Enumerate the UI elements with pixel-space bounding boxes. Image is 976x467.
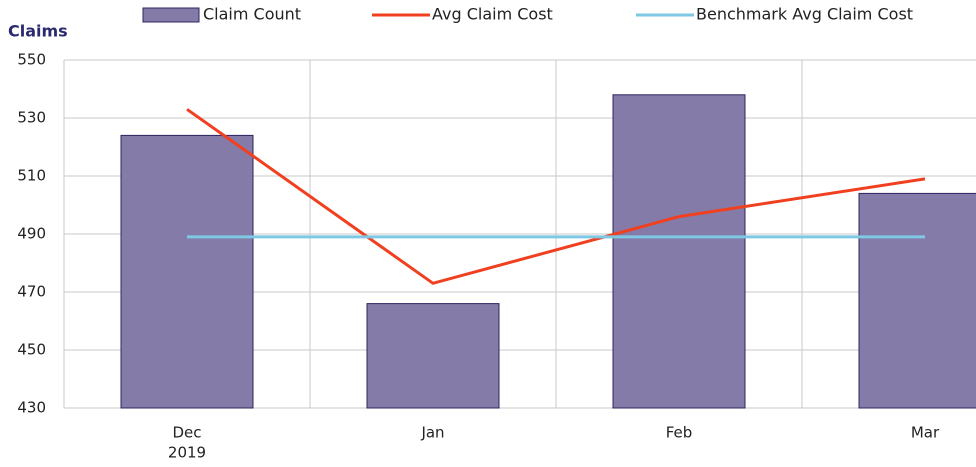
- y-tick-label: 510: [17, 167, 46, 185]
- legend-label: Benchmark Avg Claim Cost: [696, 5, 913, 24]
- bar: [612, 94, 746, 409]
- x-year-label: 2019: [168, 444, 206, 462]
- y-tick-label: 470: [17, 283, 46, 301]
- x-tick-label: Feb: [666, 424, 693, 442]
- line: [186, 108, 926, 285]
- y-tick-label: 430: [17, 399, 46, 417]
- x-tick-label: Jan: [420, 424, 444, 442]
- legend-label: Claim Count: [203, 5, 301, 24]
- x-tick-label: Mar: [911, 424, 940, 442]
- x-tick-label: Dec: [172, 424, 201, 442]
- bar: [858, 192, 976, 409]
- chart-title: Claims: [8, 22, 68, 41]
- y-tick-label: 550: [17, 51, 46, 69]
- bar: [366, 303, 500, 409]
- y-tick-label: 450: [17, 341, 46, 359]
- bar: [120, 134, 254, 409]
- y-tick-label: 490: [17, 225, 46, 243]
- legend-swatch: [142, 7, 200, 23]
- y-tick-label: 530: [17, 109, 46, 127]
- legend-label: Avg Claim Cost: [432, 5, 553, 24]
